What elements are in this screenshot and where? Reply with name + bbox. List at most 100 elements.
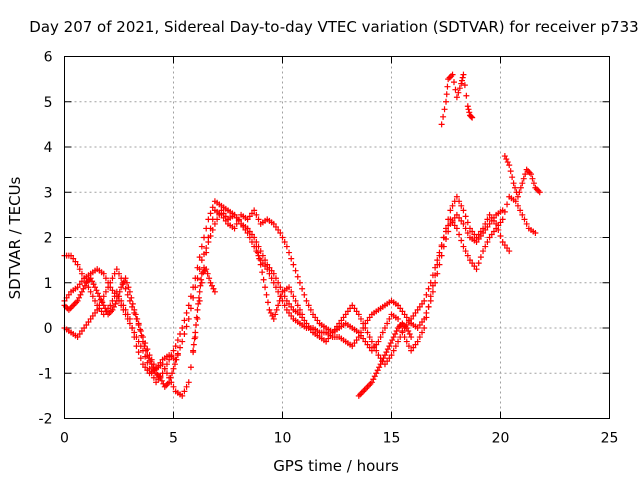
data-point (486, 234, 493, 241)
data-point (458, 217, 465, 224)
data-point (135, 320, 142, 327)
data-point (414, 325, 421, 331)
data-point (174, 352, 181, 359)
data-point (379, 329, 386, 336)
x-tick-label: 25 (601, 431, 619, 447)
data-point (76, 294, 83, 301)
data-point (460, 71, 467, 78)
data-point (87, 275, 94, 282)
data-point (181, 388, 188, 395)
data-point (78, 270, 85, 277)
data-point (338, 317, 345, 324)
data-point (120, 302, 127, 309)
data-point (460, 243, 467, 250)
data-point (131, 306, 138, 313)
data-point (246, 213, 253, 220)
data-point (157, 374, 164, 381)
data-point (74, 284, 81, 291)
data-point (163, 370, 170, 377)
data-point (292, 297, 299, 304)
data-point (484, 223, 491, 230)
data-point (207, 232, 214, 239)
y-tick-label: -2 (39, 412, 53, 428)
data-point (195, 300, 202, 307)
data-point (93, 287, 100, 294)
data-point (419, 318, 426, 325)
data-point (110, 303, 117, 310)
data-point (94, 302, 101, 309)
data-point (373, 347, 380, 354)
data-point (270, 220, 277, 227)
data-point (266, 306, 273, 313)
y-tick-label: 5 (44, 95, 53, 111)
data-point (129, 303, 136, 310)
data-point (461, 82, 468, 89)
data-point (351, 340, 358, 347)
x-tick-label: 15 (383, 431, 401, 447)
data-point (377, 361, 384, 368)
data-point (181, 331, 188, 338)
data-point (303, 297, 310, 304)
data-point (92, 284, 99, 291)
data-point (453, 225, 460, 232)
data-point (192, 284, 199, 291)
data-point (364, 329, 371, 336)
data-point (393, 328, 400, 335)
data-point (336, 320, 343, 327)
data-point (78, 278, 85, 285)
data-point (392, 343, 399, 350)
data-point (254, 249, 261, 256)
data-point (432, 264, 439, 271)
data-point (122, 306, 129, 313)
data-point (425, 303, 432, 310)
data-point (94, 290, 101, 297)
data-point (429, 288, 436, 295)
data-point (416, 334, 423, 341)
data-point (360, 320, 367, 327)
data-point (268, 267, 275, 274)
data-point (290, 293, 297, 300)
data-point (434, 257, 441, 264)
data-point (464, 229, 471, 236)
data-point (509, 174, 516, 181)
data-point (294, 302, 301, 309)
y-tick-label: 4 (44, 140, 53, 156)
y-tick-labels: -2 -1 0 1 2 3 4 5 6 (39, 50, 53, 428)
data-point (102, 275, 109, 282)
data-point (174, 337, 181, 344)
data-point (405, 328, 412, 335)
y-tick-label: 2 (44, 231, 53, 247)
data-point (504, 201, 511, 208)
data-point (89, 278, 96, 285)
data-point (532, 229, 539, 236)
data-point (262, 284, 269, 291)
data-point (416, 321, 423, 328)
data-point (76, 266, 83, 273)
data-point (76, 331, 83, 338)
data-point (90, 281, 97, 288)
data-point (131, 334, 138, 341)
data-point (203, 245, 210, 252)
data-point (528, 171, 535, 178)
data-point (167, 374, 174, 381)
data-point (395, 315, 402, 322)
data-point (279, 234, 286, 241)
data-point (344, 308, 351, 315)
data-point (145, 355, 152, 362)
data-point (360, 335, 367, 342)
data-point (107, 302, 114, 309)
data-point (153, 379, 160, 386)
data-point (113, 266, 120, 273)
data-point (253, 211, 260, 218)
data-point (122, 275, 129, 282)
data-point (244, 225, 251, 232)
data-point (392, 331, 399, 338)
data-point (283, 306, 290, 313)
series-trace-6 (438, 71, 476, 128)
data-point (109, 287, 116, 294)
data-point (423, 314, 430, 321)
x-tick-label: 5 (169, 431, 178, 447)
data-point (374, 367, 381, 374)
data-point (118, 284, 125, 291)
data-point (179, 392, 186, 399)
